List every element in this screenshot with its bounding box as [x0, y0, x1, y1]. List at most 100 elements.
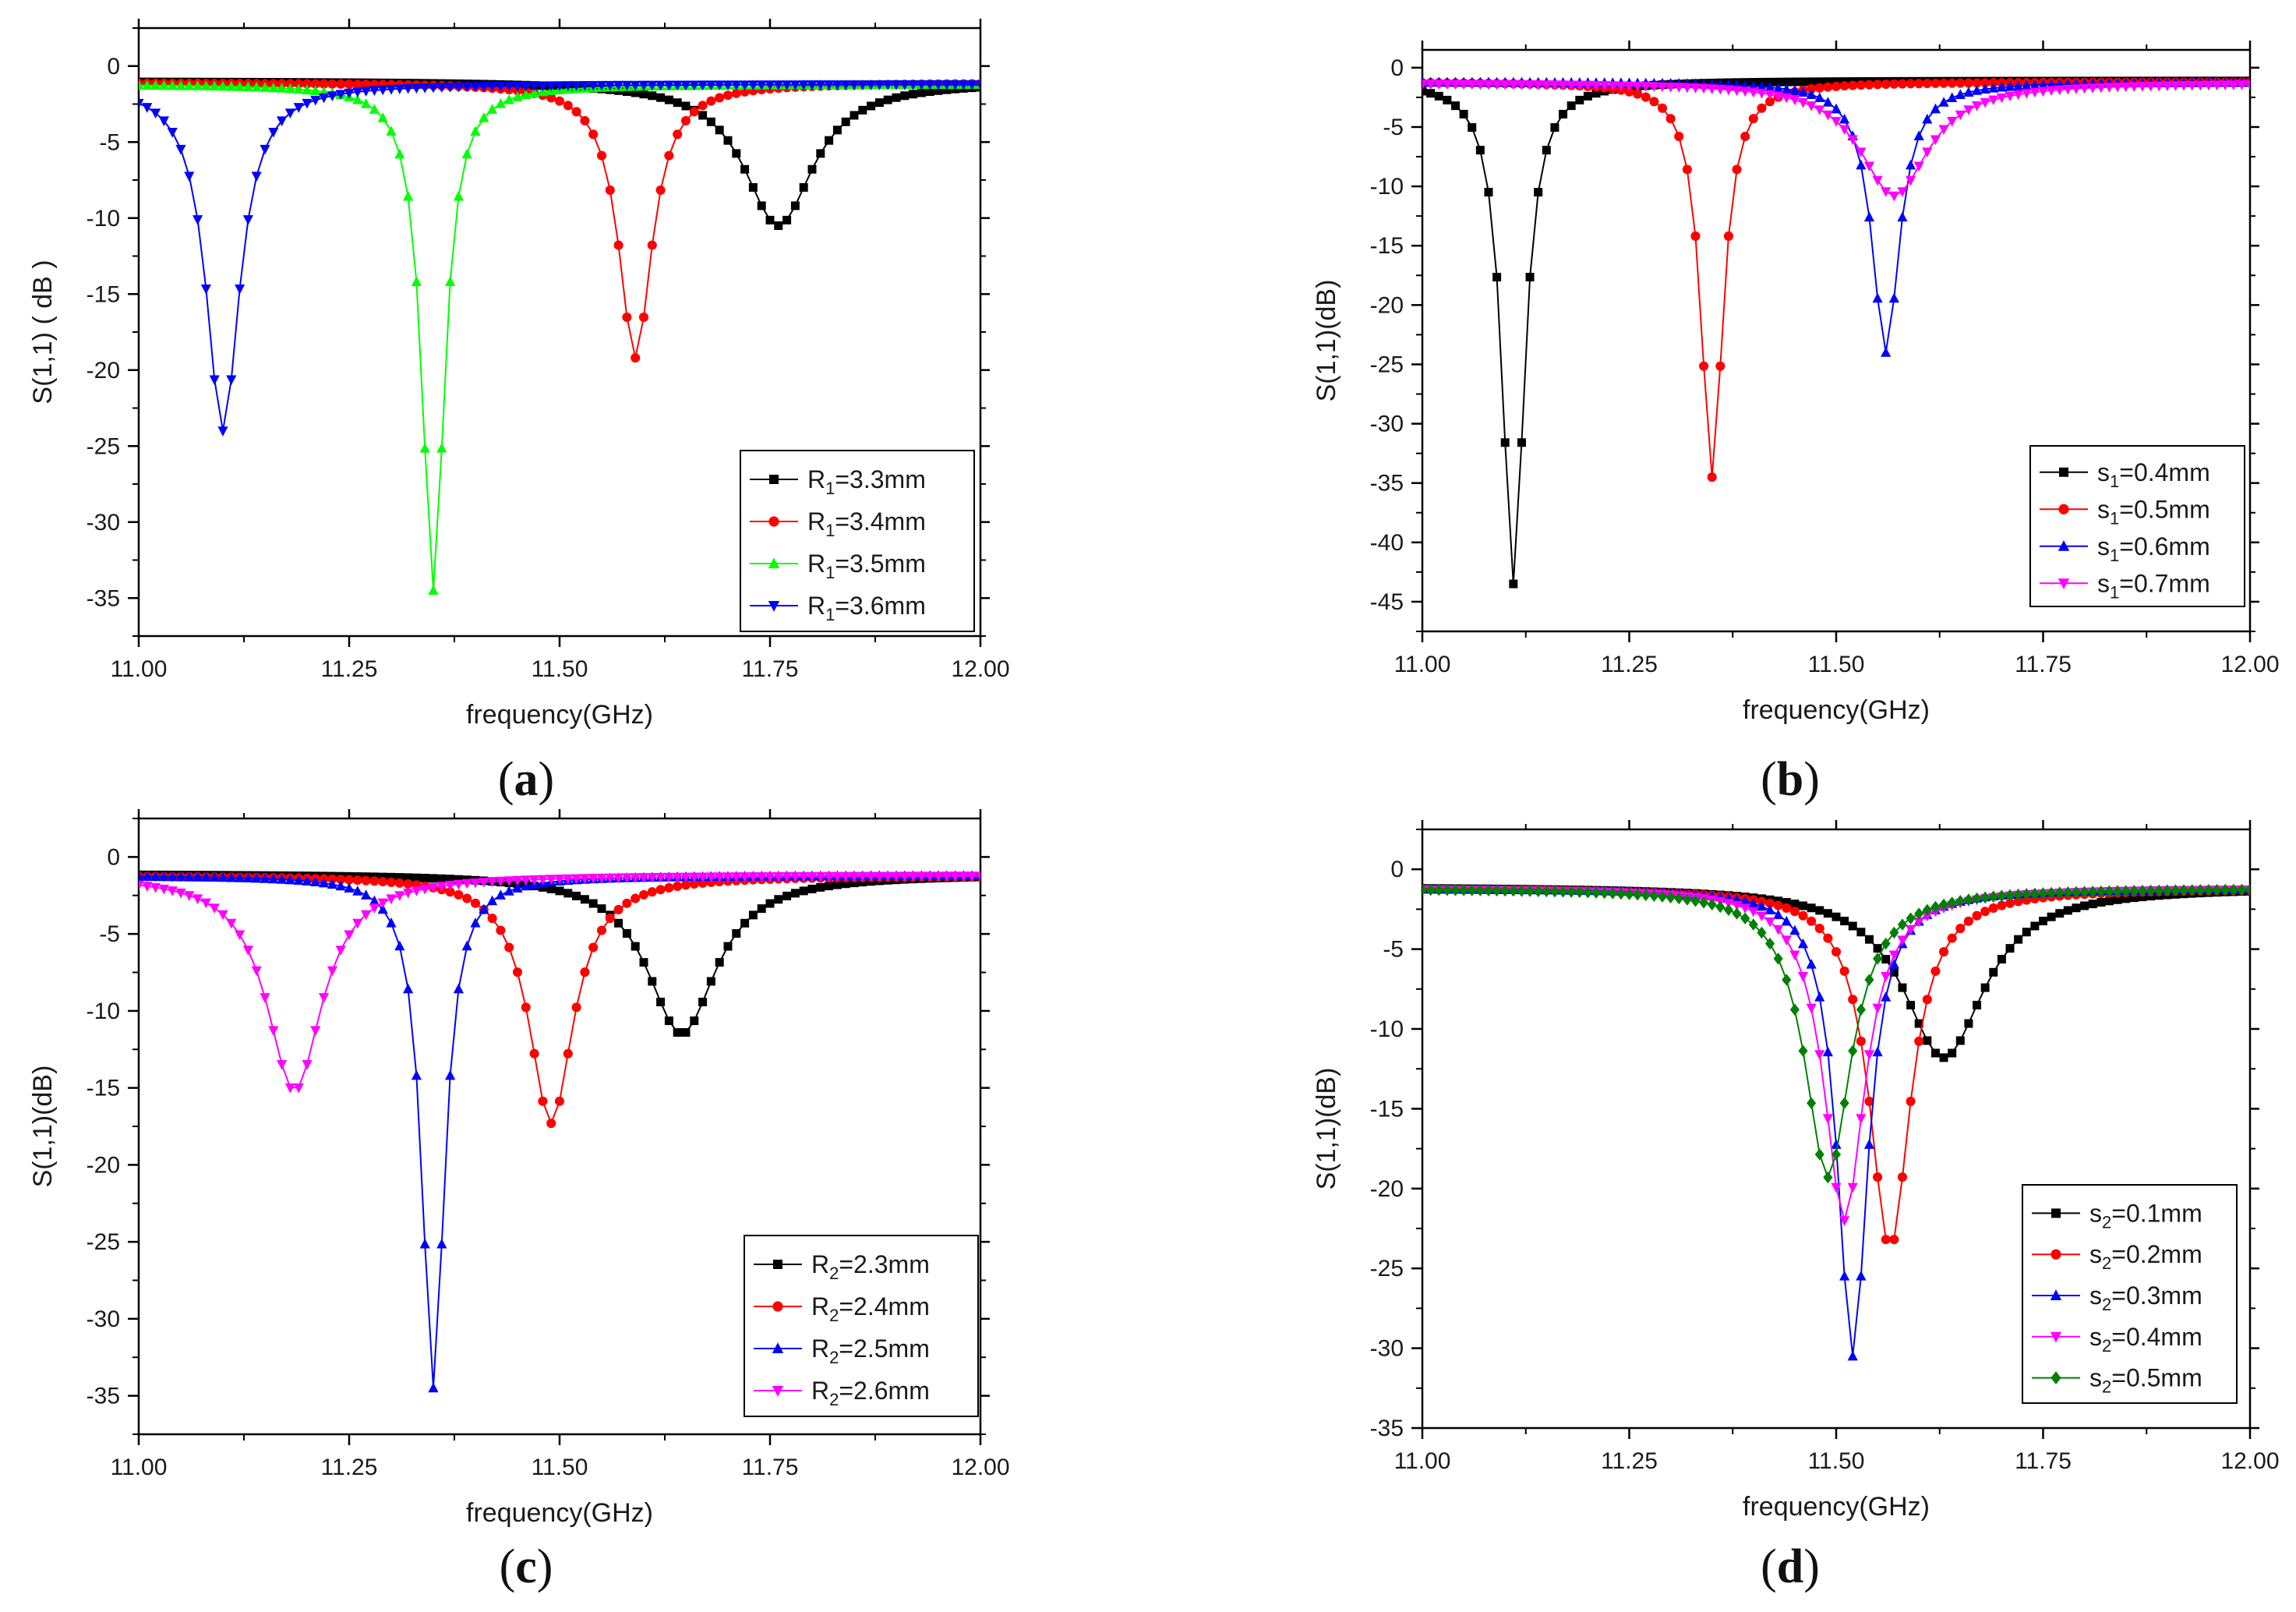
marker-triangle-up [217, 871, 228, 882]
marker-triangle-down [663, 80, 674, 91]
marker-circle [1856, 1036, 1866, 1046]
marker-triangle-down [2079, 83, 2090, 94]
marker-triangle-down [2170, 81, 2181, 91]
marker-triangle-down [268, 1026, 279, 1037]
marker-triangle-down [638, 80, 649, 91]
marker-diamond [1665, 891, 1676, 903]
marker-square [1559, 109, 1568, 118]
marker-diamond [1906, 912, 1916, 924]
chart-panel-a: 11.00 11.25 11.50 11.75 12.00 0 -5 -10 -15 -20 -25… [28, 19, 1010, 806]
marker-square [867, 101, 876, 111]
series-s2=0.5mm [1422, 883, 2250, 1184]
marker-triangle-down [344, 88, 355, 99]
marker-square [874, 98, 884, 108]
marker-triangle-down [268, 127, 279, 138]
marker-diamond [1831, 1148, 1842, 1161]
marker-circle [1732, 164, 1742, 175]
marker-circle [1922, 78, 1932, 89]
marker-triangle-up [235, 81, 245, 91]
marker-circle [445, 887, 455, 897]
marker-triangle-up [167, 871, 178, 882]
marker-triangle-down [554, 874, 565, 885]
marker-triangle-down [2037, 87, 2049, 97]
marker-diamond [1848, 1045, 1858, 1057]
marker-square [723, 136, 733, 145]
marker-square [1799, 901, 1808, 910]
x-tick-label: 11.50 [532, 1455, 588, 1480]
x-tick-label: 11.25 [321, 1455, 378, 1480]
marker-triangle-up [386, 125, 397, 136]
marker-triangle-down [369, 903, 380, 914]
marker-triangle-up [284, 83, 295, 94]
marker-triangle-down [546, 875, 556, 885]
marker-triangle-up [142, 80, 153, 90]
marker-triangle-up [436, 442, 447, 453]
marker-triangle-up [251, 872, 262, 883]
marker-triangle-down [605, 80, 616, 91]
x-tick-label: 12.00 [951, 1455, 1009, 1480]
marker-triangle-up [268, 82, 279, 93]
marker-diamond [1690, 895, 1701, 907]
marker-square [1790, 77, 1800, 87]
marker-circle [1839, 966, 1849, 976]
marker-triangle-down [588, 874, 599, 884]
marker-triangle-down [2211, 80, 2223, 91]
marker-triangle-down [1491, 80, 1503, 90]
marker-square [446, 875, 455, 884]
marker-square [1832, 912, 1841, 921]
marker-square [1492, 272, 1502, 281]
marker-circle [613, 240, 623, 250]
series-line [1422, 889, 2250, 1180]
marker-square [597, 904, 606, 914]
marker-triangle-down [419, 83, 430, 94]
marker-square [1881, 955, 1891, 964]
marker-circle [344, 79, 355, 89]
marker-circle [622, 312, 632, 322]
marker-square [748, 910, 758, 920]
y-tick-label: -20 [87, 1152, 120, 1178]
marker-triangle-down [1847, 135, 1858, 146]
marker-circle [689, 878, 699, 889]
marker-square [1422, 87, 1427, 96]
marker-triangle-down [327, 91, 337, 101]
marker-square [816, 882, 825, 892]
marker-triangle-down [747, 872, 758, 882]
legend-item: s1=0.5mm [2040, 495, 2210, 528]
marker-square [1815, 77, 1824, 87]
marker-triangle-down [731, 872, 742, 882]
marker-triangle-down [521, 81, 532, 92]
marker-triangle-down [260, 144, 270, 155]
marker-circle [563, 101, 573, 111]
marker-triangle-down [184, 171, 195, 182]
marker-square [934, 86, 943, 95]
marker-triangle-up [512, 91, 523, 101]
marker-square [1434, 91, 1443, 101]
marker-triangle-down [284, 1083, 295, 1094]
series-s1=0.5mm [1422, 77, 2250, 483]
y-tick-label: -15 [1370, 233, 1404, 259]
marker-triangle-down [403, 888, 414, 899]
marker-triangle-down [411, 83, 422, 94]
marker-square [563, 889, 573, 898]
marker-triangle-up [436, 1238, 447, 1249]
marker-triangle-up [445, 1069, 456, 1080]
marker-diamond [1674, 892, 1684, 905]
marker-triangle-up [200, 871, 211, 882]
marker-square [2080, 901, 2089, 910]
marker-triangle-down [139, 880, 144, 891]
marker-triangle-up [495, 889, 506, 900]
marker-circle [1914, 79, 1924, 89]
marker-circle [596, 925, 607, 935]
marker-square [1468, 123, 1477, 133]
y-tick-label: 0 [107, 844, 120, 870]
marker-square [1475, 146, 1485, 155]
marker-triangle-down [613, 873, 624, 884]
marker-circle [715, 93, 725, 103]
marker-triangle-up [361, 889, 372, 900]
marker-triangle-up [150, 871, 161, 882]
marker-triangle-down [445, 880, 456, 891]
marker-triangle-down [916, 871, 927, 882]
marker-triangle-up [1797, 87, 1809, 97]
marker-circle [2005, 898, 2015, 908]
marker-square [765, 899, 775, 908]
